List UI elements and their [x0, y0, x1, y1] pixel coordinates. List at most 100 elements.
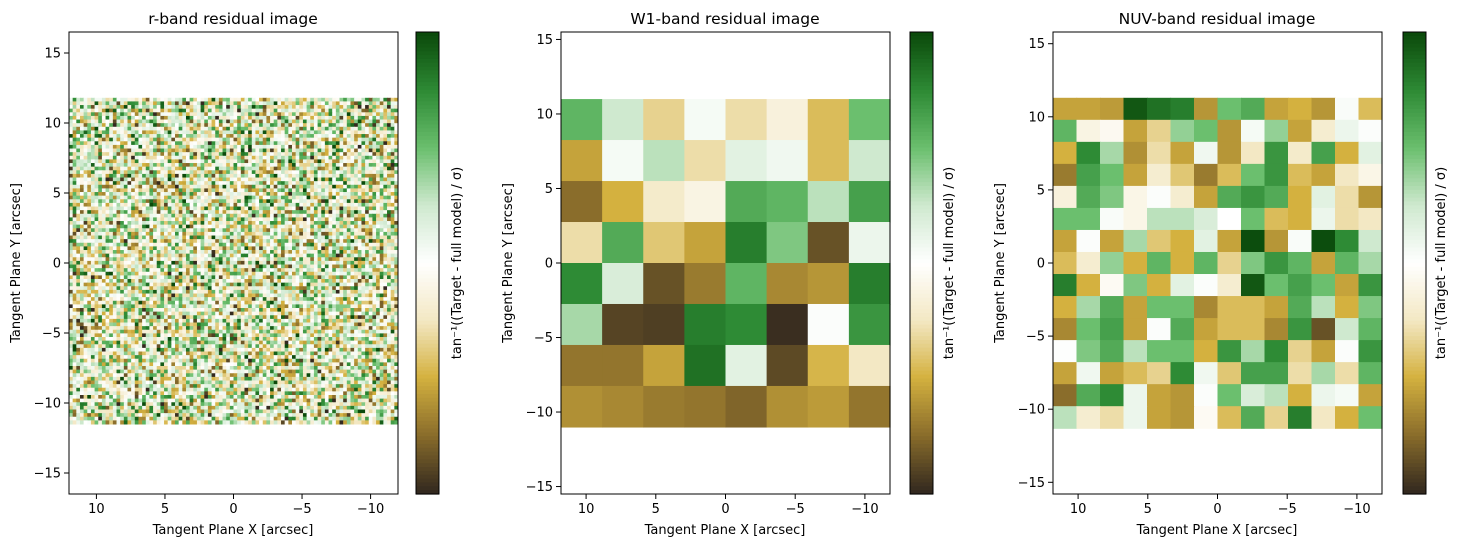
heatmap-cell — [240, 286, 245, 291]
heatmap-cell — [226, 250, 231, 255]
heatmap-cell — [288, 108, 293, 113]
heatmap-cell — [295, 108, 300, 113]
heatmap-cell — [376, 246, 381, 251]
heatmap-cell — [123, 130, 128, 135]
heatmap-cell — [193, 112, 198, 117]
heatmap-cell — [171, 264, 176, 269]
heatmap-cell — [178, 202, 183, 208]
heatmap-cell — [302, 144, 308, 150]
heatmap-cell — [357, 144, 362, 150]
heatmap-cell — [273, 246, 278, 251]
heatmap-cell — [237, 152, 242, 157]
heatmap-cell — [357, 239, 362, 244]
heatmap-cell — [302, 130, 308, 135]
heatmap-cell — [255, 224, 260, 229]
heatmap-cell — [175, 239, 180, 244]
heatmap-cell — [302, 181, 308, 186]
heatmap-cell — [332, 253, 337, 258]
heatmap-cell — [79, 268, 85, 273]
heatmap-cell — [255, 123, 260, 128]
heatmap-cell — [387, 155, 392, 160]
heatmap-cell — [185, 199, 191, 204]
heatmap-cell — [361, 210, 366, 215]
heatmap-cell — [390, 177, 395, 182]
heatmap-cell — [116, 152, 121, 157]
heatmap-cell — [313, 228, 319, 233]
heatmap-cell — [229, 286, 234, 291]
heatmap-cell — [90, 210, 96, 215]
heatmap-cell — [244, 108, 249, 113]
heatmap-cell — [207, 275, 213, 280]
heatmap-cell — [204, 282, 209, 287]
heatmap-cell — [109, 217, 114, 222]
heatmap-cell — [299, 282, 304, 287]
heatmap-cell — [116, 242, 121, 247]
heatmap-cell — [332, 152, 337, 157]
heatmap-cell — [259, 105, 264, 110]
heatmap-cell — [335, 148, 341, 153]
heatmap-cell — [196, 286, 202, 291]
heatmap-cell — [134, 119, 139, 124]
heatmap-cell — [255, 155, 260, 160]
heatmap-cell — [196, 224, 202, 229]
heatmap-cell — [185, 159, 191, 164]
heatmap-cell — [149, 224, 154, 229]
heatmap-cell — [317, 188, 322, 193]
heatmap-cell — [72, 152, 77, 157]
heatmap-cell — [142, 293, 147, 298]
heatmap-cell — [244, 195, 249, 200]
heatmap-cell — [288, 173, 293, 179]
heatmap-cell — [200, 126, 205, 131]
heatmap-cell — [266, 242, 271, 247]
heatmap-cell — [284, 134, 289, 139]
heatmap-cell — [149, 246, 154, 251]
heatmap-cell — [211, 137, 216, 142]
heatmap-cell — [379, 224, 384, 229]
heatmap-cell — [185, 293, 191, 298]
heatmap-cell — [156, 101, 161, 106]
heatmap-cell — [281, 181, 286, 186]
heatmap-cell — [79, 184, 85, 189]
heatmap-cell — [321, 257, 326, 262]
heatmap-cell — [171, 126, 176, 131]
heatmap-cell — [69, 231, 74, 237]
heatmap-cell — [171, 123, 176, 128]
heatmap-cell — [131, 289, 136, 295]
heatmap-cell — [368, 213, 373, 218]
heatmap-cell — [332, 235, 337, 240]
heatmap-cell — [376, 199, 381, 204]
heatmap-cell — [368, 177, 373, 182]
heatmap-cell — [120, 141, 125, 146]
heatmap-cell — [387, 152, 392, 157]
heatmap-cell — [383, 217, 388, 222]
heatmap-cell — [145, 239, 150, 244]
heatmap-cell — [149, 170, 154, 175]
heatmap-cell — [259, 155, 264, 160]
heatmap-cell — [339, 260, 344, 266]
heatmap-cell — [185, 297, 191, 302]
heatmap-cell — [324, 253, 330, 258]
heatmap-cell — [390, 202, 395, 208]
heatmap-cell — [211, 250, 216, 255]
heatmap-cell — [284, 163, 289, 168]
heatmap-cell — [332, 134, 337, 139]
heatmap-cell — [321, 224, 326, 229]
heatmap-cell — [207, 159, 213, 164]
heatmap-cell — [284, 148, 289, 153]
heatmap-cell — [90, 199, 96, 204]
heatmap-cell — [324, 250, 330, 255]
heatmap-cell — [79, 144, 85, 150]
heatmap-cell — [288, 115, 293, 121]
heatmap-cell — [120, 213, 125, 218]
heatmap-cell — [218, 239, 224, 244]
heatmap-cell — [178, 101, 183, 106]
heatmap-cell — [284, 242, 289, 247]
heatmap-cell — [244, 119, 249, 124]
heatmap-cell — [387, 195, 392, 200]
heatmap-cell — [189, 130, 194, 135]
heatmap-cell — [302, 221, 308, 226]
heatmap-cell — [346, 293, 351, 298]
heatmap-cell — [310, 235, 315, 240]
heatmap-cell — [120, 282, 125, 287]
heatmap-cell — [350, 293, 355, 298]
